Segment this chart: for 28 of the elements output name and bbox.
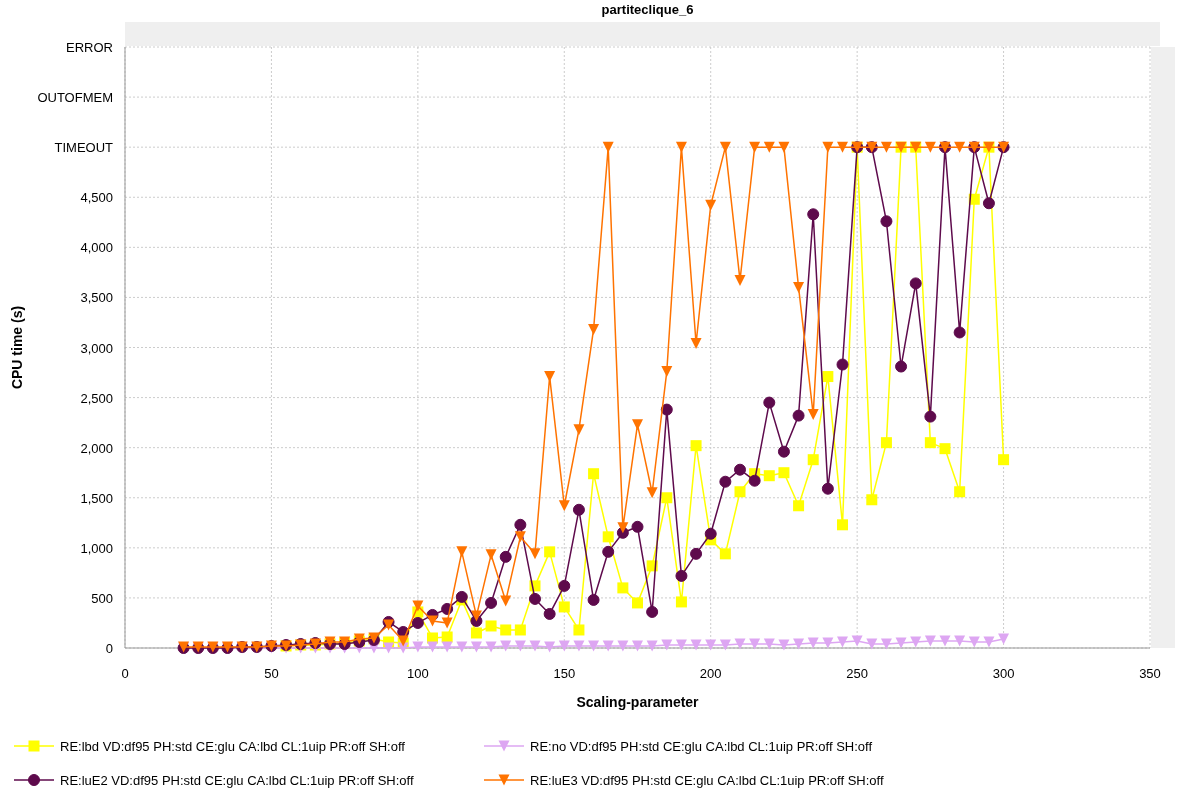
x-tick-label: 0	[121, 666, 129, 681]
chart-title: partiteclique_6	[601, 2, 694, 17]
y-tick-label: ERROR	[66, 40, 113, 55]
x-tick-label: 200	[699, 666, 722, 681]
y-tick-label: 4,000	[80, 240, 113, 256]
y-tick-label: 4,500	[80, 190, 113, 206]
legend-label: RE:luE3 VD:df95 PH:std CE:glu CA:lbd CL:1uip PR:off SH:off	[530, 773, 884, 788]
legend-label: RE:luE2 VD:df95 PH:std CE:glu CA:lbd CL:1uip PR:off SH:off	[60, 773, 414, 788]
x-tick-label: 50	[264, 666, 279, 681]
x-tick-label: 150	[553, 666, 576, 681]
y-tick-label: 500	[91, 590, 113, 606]
y-tick-label: 2,000	[80, 440, 113, 456]
y-tick-label: 1,500	[80, 490, 113, 506]
x-tick-label: 250	[846, 666, 868, 681]
x-axis-title: Scaling-parameter	[576, 694, 700, 710]
y-axis-title: CPU time (s)	[9, 305, 25, 390]
legend-label: RE:lbd VD:df95 PH:std CE:glu CA:lbd CL:1uip PR:off SH:off	[60, 739, 406, 754]
y-tick-label: 1,000	[80, 540, 113, 556]
x-tick-label: 100	[407, 666, 429, 681]
y-tick-label: 3,500	[80, 290, 113, 306]
x-tick-label: 300	[992, 666, 1015, 681]
x-tick-label: 350	[1139, 666, 1161, 681]
y-tick-label: 0	[105, 641, 113, 656]
y-tick-label: 2,500	[80, 390, 113, 406]
legend-label: RE:no VD:df95 PH:std CE:glu CA:lbd CL:1uip PR:off SH:off	[530, 739, 873, 754]
y-tick-label: TIMEOUT	[54, 140, 114, 156]
y-tick-label: OUTOFMEM	[37, 90, 113, 106]
y-tick-label: 3,000	[80, 340, 113, 356]
